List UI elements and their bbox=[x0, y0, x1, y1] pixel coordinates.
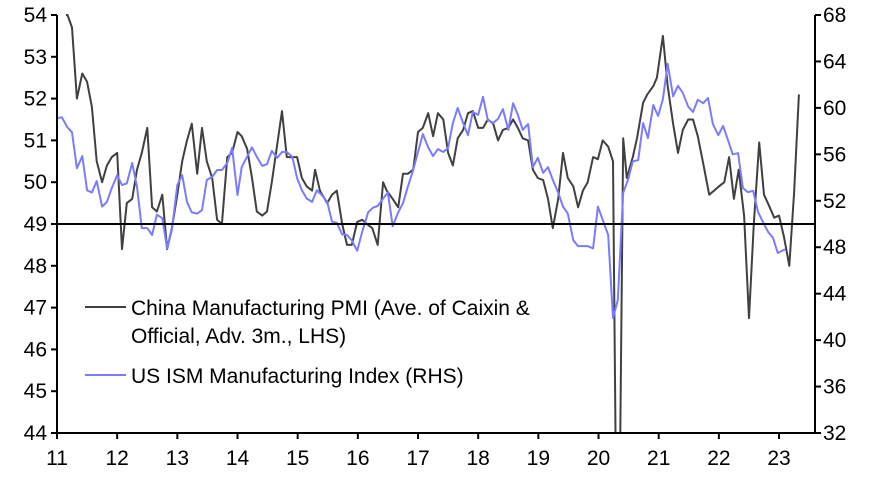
left-tick-label: 53 bbox=[24, 46, 47, 69]
series-line-china-pmi bbox=[66, 14, 800, 434]
x-tick-label: 23 bbox=[767, 447, 790, 470]
x-tick-label: 20 bbox=[587, 447, 610, 470]
legend-label-china-pmi-line1: China Manufacturing PMI (Ave. of Caixin … bbox=[131, 297, 530, 320]
x-tick-label: 19 bbox=[527, 447, 550, 470]
left-tick-label: 45 bbox=[24, 380, 47, 403]
right-tick-label: 36 bbox=[823, 376, 846, 399]
legend: China Manufacturing PMI (Ave. of Caixin … bbox=[85, 297, 530, 388]
left-tick-label: 46 bbox=[24, 338, 47, 361]
right-tick-label: 32 bbox=[823, 422, 846, 445]
left-tick-label: 54 bbox=[24, 4, 48, 27]
right-tick-label: 68 bbox=[823, 4, 846, 27]
right-tick-label: 56 bbox=[823, 143, 846, 166]
left-tick-label: 48 bbox=[24, 255, 47, 278]
left-tick-label: 52 bbox=[24, 88, 47, 111]
right-tick-label: 52 bbox=[823, 190, 846, 213]
x-tick-label: 15 bbox=[286, 447, 309, 470]
series-layer bbox=[56, 14, 800, 434]
legend-label-china-pmi-line2: Official, Adv. 3m., LHS) bbox=[131, 325, 346, 348]
x-tick-label: 22 bbox=[707, 447, 730, 470]
left-tick-label: 51 bbox=[24, 129, 47, 152]
x-tick-label: 11 bbox=[46, 447, 68, 470]
series-line-us-ism bbox=[56, 62, 786, 320]
right-tick-label: 40 bbox=[823, 329, 846, 352]
x-tick-label: 16 bbox=[346, 447, 369, 470]
axes-layer: 44 45 46 47 48 49 50 51 52 53 54 32 36 40 44 48 52 56 60 64… bbox=[24, 4, 847, 470]
left-tick-label: 49 bbox=[24, 213, 47, 236]
x-tick-label: 21 bbox=[647, 447, 670, 470]
right-tick-label: 60 bbox=[823, 97, 846, 120]
x-tick-label: 17 bbox=[406, 447, 429, 470]
x-tick-label: 13 bbox=[166, 447, 189, 470]
x-tick-label: 12 bbox=[105, 447, 128, 470]
left-tick-label: 47 bbox=[24, 297, 47, 320]
legend-label-us-ism: US ISM Manufacturing Index (RHS) bbox=[131, 365, 464, 388]
x-tick-label: 14 bbox=[226, 447, 250, 470]
left-tick-label: 50 bbox=[24, 171, 47, 194]
right-tick-label: 44 bbox=[823, 283, 847, 306]
right-tick-label: 48 bbox=[823, 236, 846, 259]
x-tick-label: 18 bbox=[467, 447, 490, 470]
left-tick-label: 44 bbox=[24, 422, 48, 445]
right-tick-label: 64 bbox=[823, 50, 847, 73]
